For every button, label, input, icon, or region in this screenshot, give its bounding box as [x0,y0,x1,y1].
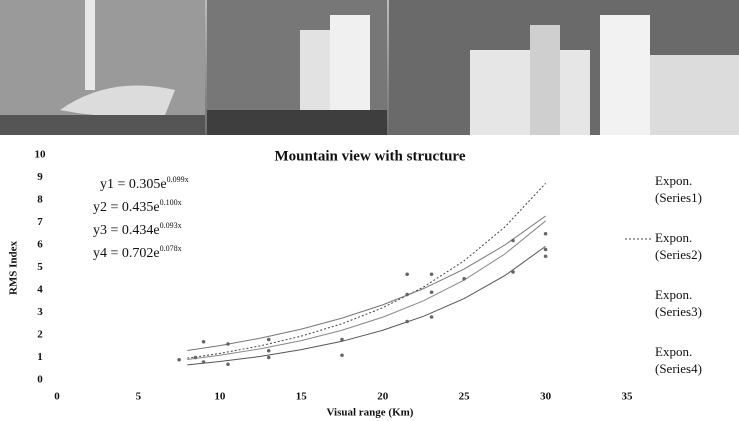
equation: y2 = 0.435e0.100x [93,198,182,215]
y-tick-label: 8 [37,194,43,206]
equation-exponent: 0.078x [160,244,182,253]
equation-exponent: 0.093x [160,221,182,230]
data-point [267,338,271,342]
y-tick-label: 6 [37,239,43,251]
y-tick-label: 1 [37,351,43,363]
data-point [511,270,515,274]
data-point [226,362,230,366]
x-tick-label: 25 [459,391,471,403]
equation-text: y4 = 0.702e [93,246,160,261]
data-point [202,360,206,364]
data-point [177,358,181,362]
y-tick-label: 3 [37,306,43,318]
equation-exponent: 0.100x [160,198,182,207]
data-point [405,320,409,324]
data-point [226,342,230,346]
data-point [544,232,548,236]
trendline [187,183,545,358]
x-tick-label: 10 [214,391,226,403]
data-point [267,349,271,353]
photo-strip [0,0,739,135]
y-tick-label: 4 [37,284,43,296]
data-point [267,356,271,360]
y-tick-label: 5 [37,261,43,273]
legend-entry: Expon.(Series2) [655,230,702,262]
equation: y1 = 0.305e0.099x [100,175,189,192]
x-tick-label: 35 [622,391,634,403]
data-point [511,239,515,243]
trendline [187,221,545,360]
legend-entry: Expon.(Series1) [655,173,702,205]
data-point [202,340,206,344]
x-tick-label: 20 [377,391,389,403]
x-tick-label: 0 [54,391,60,403]
data-point [340,338,344,342]
data-point [340,353,344,357]
equation-text: y1 = 0.305e [100,177,167,192]
data-point [405,293,409,297]
data-point [430,290,434,294]
data-point [462,277,466,281]
chart: Mountain view with structure Visual rang… [0,0,739,421]
data-point [544,248,548,252]
chart-title: Mountain view with structure [275,148,466,164]
y-axis-label: RMS Index [8,240,20,295]
y-tick-label: 2 [37,329,43,341]
y-tick-label: 0 [37,374,43,386]
equation-text: y3 = 0.434e [93,223,160,238]
data-point [430,272,434,276]
x-tick-label: 30 [540,391,552,403]
x-tick-label: 15 [296,391,308,403]
data-point [405,272,409,276]
legend-entry: Expon.(Series4) [655,344,702,376]
data-point [430,315,434,319]
y-tick-label: 9 [37,171,43,183]
data-point [194,356,198,360]
equation: y3 = 0.434e0.093x [93,221,182,238]
x-tick-label: 5 [136,391,142,403]
equation: y4 = 0.702e0.078x [93,244,182,261]
trendline [187,246,545,365]
data-point [544,254,548,258]
equation-exponent: 0.099x [167,175,189,184]
equation-text: y2 = 0.435e [93,200,160,215]
legend-entry: Expon.(Series3) [655,287,702,319]
x-axis-label: Visual range (Km) [327,407,414,419]
y-tick-label: 7 [37,216,43,228]
y-tick-label: 10 [35,149,47,161]
